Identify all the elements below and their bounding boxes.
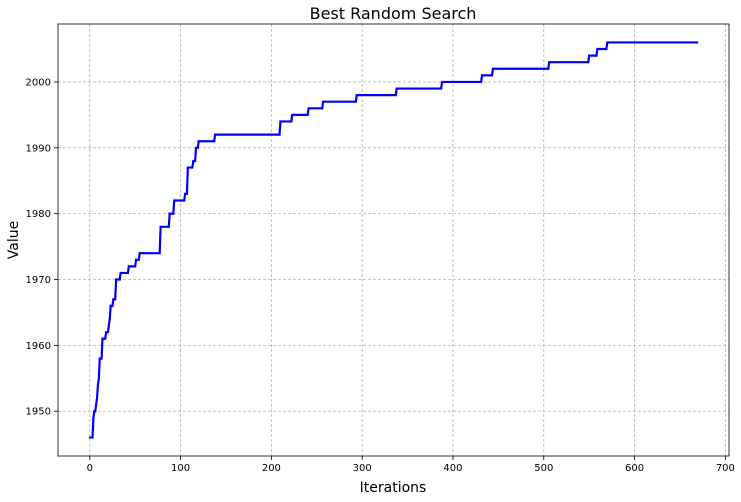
data-point bbox=[119, 271, 122, 275]
x-tick-label: 0 bbox=[87, 463, 93, 474]
data-point bbox=[104, 337, 107, 340]
data-point bbox=[321, 107, 324, 110]
data-point bbox=[440, 80, 444, 84]
data-point bbox=[213, 140, 216, 143]
data-point bbox=[94, 410, 97, 413]
x-tick-label: 700 bbox=[716, 463, 735, 474]
plot-frame bbox=[57, 23, 730, 457]
data-point bbox=[96, 383, 100, 386]
data-point bbox=[306, 113, 309, 116]
data-point bbox=[290, 120, 293, 123]
data-point bbox=[548, 61, 551, 64]
y-tick-label: 1970 bbox=[26, 275, 51, 286]
data-point bbox=[111, 304, 114, 307]
data-point bbox=[307, 107, 310, 110]
data-point bbox=[118, 278, 121, 281]
data-point bbox=[138, 252, 141, 255]
data-point bbox=[95, 403, 98, 406]
data-point bbox=[184, 192, 187, 195]
data-point bbox=[173, 199, 176, 202]
data-point bbox=[696, 41, 699, 44]
data-point bbox=[91, 436, 94, 439]
data-point bbox=[126, 271, 130, 275]
chart-title: Best Random Search bbox=[310, 4, 477, 23]
data-point bbox=[194, 146, 198, 149]
x-tick-label: 200 bbox=[262, 463, 281, 474]
data-point bbox=[595, 54, 598, 57]
data-point bbox=[183, 199, 186, 202]
data-point bbox=[105, 331, 108, 334]
data-point bbox=[547, 67, 550, 70]
y-axis-ticks: 1950 1960 1970 1980 1990 2000 bbox=[26, 77, 58, 418]
data-point bbox=[279, 120, 282, 123]
data-point bbox=[112, 298, 115, 301]
data-point bbox=[291, 113, 294, 116]
data-point bbox=[134, 265, 137, 268]
data-point bbox=[97, 377, 100, 380]
data-point bbox=[587, 61, 590, 64]
data-point bbox=[137, 258, 140, 261]
data-point bbox=[127, 265, 130, 268]
data-point bbox=[106, 331, 110, 334]
data-point bbox=[107, 324, 110, 327]
x-axis-ticks: 0 100 200 300 400 500 600 700 bbox=[87, 456, 735, 474]
y-tick-label: 2000 bbox=[26, 77, 51, 88]
data-point bbox=[101, 337, 104, 340]
data-point bbox=[605, 47, 608, 51]
data-point bbox=[114, 298, 117, 301]
data-point bbox=[100, 357, 103, 360]
data-point bbox=[191, 166, 194, 169]
data-point bbox=[109, 304, 112, 307]
data-point bbox=[278, 133, 281, 136]
series-layer bbox=[88, 41, 699, 439]
data-point bbox=[194, 159, 197, 163]
data-point bbox=[440, 87, 443, 90]
data-point bbox=[108, 317, 111, 321]
y-axis-label: Value bbox=[6, 221, 22, 259]
data-point bbox=[95, 396, 99, 400]
data-point bbox=[395, 87, 398, 90]
data-point bbox=[185, 192, 189, 195]
data-point bbox=[588, 54, 591, 57]
x-tick-label: 100 bbox=[171, 463, 190, 474]
data-point bbox=[158, 252, 161, 255]
data-point bbox=[480, 74, 484, 77]
x-tick-label: 300 bbox=[353, 463, 372, 474]
data-point bbox=[168, 212, 171, 215]
data-point bbox=[134, 258, 138, 261]
data-point bbox=[322, 100, 325, 103]
data-point bbox=[480, 80, 483, 84]
data-point bbox=[115, 278, 118, 281]
data-point bbox=[172, 212, 175, 215]
x-axis-label: Iterations bbox=[360, 480, 427, 496]
data-point bbox=[213, 133, 217, 136]
data-point bbox=[159, 225, 162, 228]
data-point bbox=[490, 74, 494, 77]
y-tick-label: 1950 bbox=[26, 407, 51, 418]
data-point bbox=[186, 166, 189, 169]
data-point bbox=[197, 140, 200, 143]
data-point bbox=[92, 416, 95, 419]
x-tick-label: 400 bbox=[443, 463, 462, 474]
y-tick-label: 1960 bbox=[26, 341, 51, 352]
data-point bbox=[394, 94, 397, 97]
data-point bbox=[167, 225, 170, 228]
data-point bbox=[88, 436, 91, 439]
data-point bbox=[98, 357, 101, 360]
data-point bbox=[596, 47, 599, 51]
data-point bbox=[354, 100, 357, 103]
x-tick-label: 500 bbox=[534, 463, 553, 474]
data-point bbox=[606, 41, 609, 44]
data-point bbox=[491, 67, 495, 70]
data-point bbox=[192, 159, 195, 163]
y-tick-label: 1990 bbox=[26, 143, 51, 154]
data-point bbox=[355, 94, 358, 97]
y-tick-label: 1980 bbox=[26, 209, 51, 220]
x-tick-label: 600 bbox=[625, 463, 644, 474]
data-point bbox=[196, 146, 199, 149]
